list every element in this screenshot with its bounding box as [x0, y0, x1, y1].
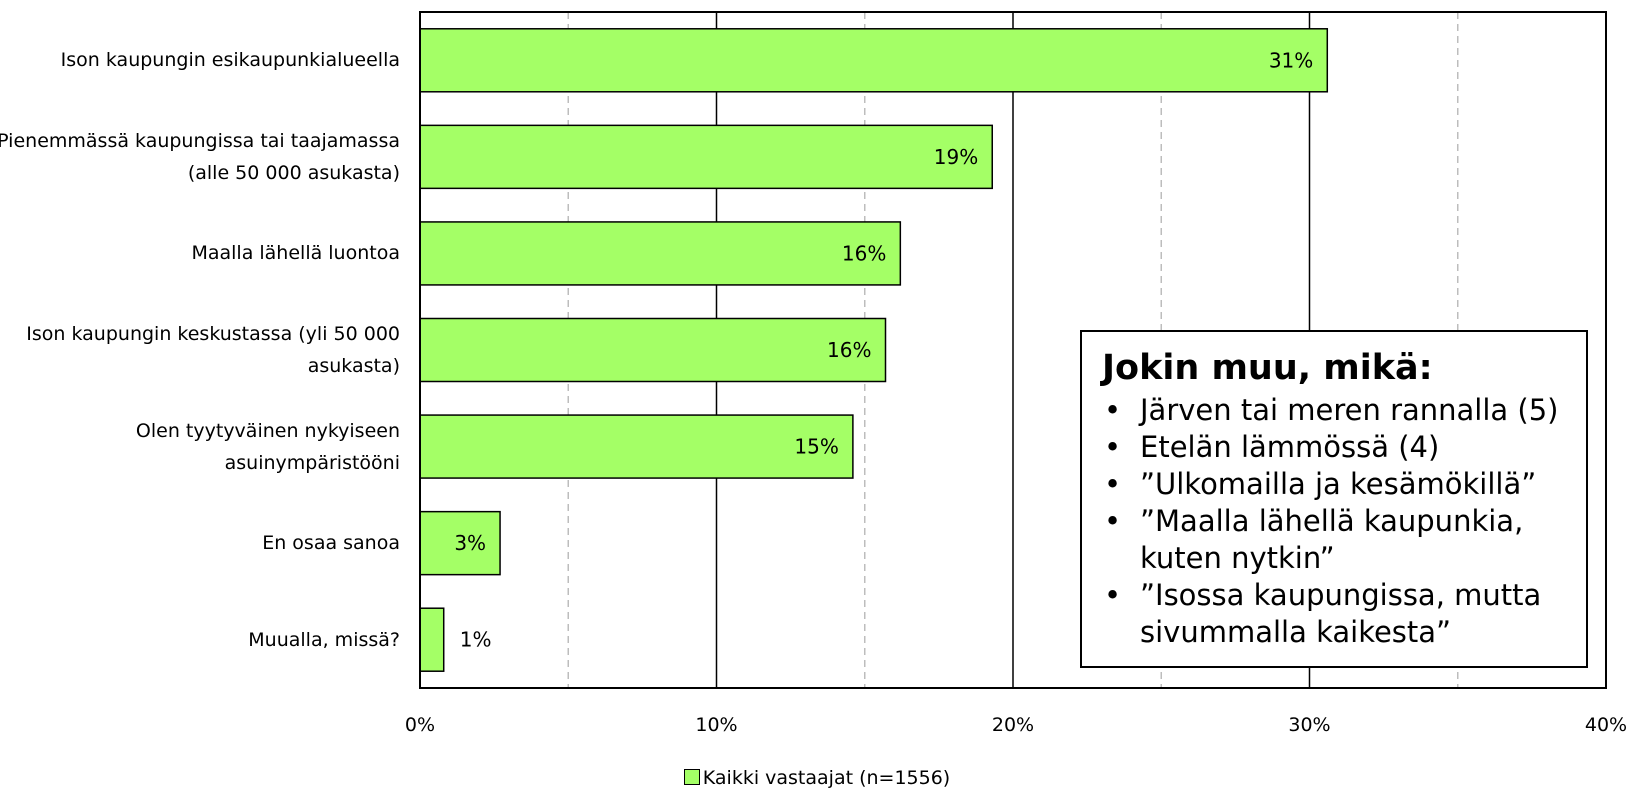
bar-value-label: 15% — [794, 435, 838, 459]
x-tick-label: 30% — [1288, 714, 1330, 736]
category-label: En osaa sanoa — [262, 532, 400, 555]
category-label: Muualla, missä? — [248, 628, 400, 651]
bar-value-label: 16% — [827, 338, 871, 362]
category-label: Ison kaupungin esikaupunkialueella — [60, 49, 400, 72]
other-answers-box: Jokin muu, mikä: Järven tai meren rannal… — [1080, 330, 1588, 668]
bar-value-label: 19% — [934, 145, 978, 169]
x-tick-label: 20% — [992, 714, 1034, 736]
bar-value-label: 3% — [454, 531, 486, 555]
other-answer-item: Järven tai meren rannalla (5) — [1102, 392, 1570, 429]
category-label: Pienemmässä kaupungissa tai taajamassa (… — [0, 129, 400, 184]
bar-value-label: 16% — [842, 241, 886, 265]
other-answers-list: Järven tai meren rannalla (5) Etelän läm… — [1102, 392, 1570, 651]
bar — [419, 28, 1329, 93]
other-answer-item: ”Ulkomailla ja kesämökillä” — [1102, 466, 1570, 503]
other-answer-item: ”Maalla lähellä kaupunkia, kuten nytkin” — [1102, 503, 1570, 577]
bar — [419, 124, 993, 190]
legend-label: Kaikki vastaajat (n=1556) — [702, 767, 951, 789]
x-tick-label: 0% — [405, 714, 435, 736]
bar-value-label: 1% — [460, 628, 492, 652]
legend-swatch — [683, 769, 700, 785]
bar — [419, 510, 501, 576]
bar — [419, 414, 854, 479]
bar — [419, 607, 445, 672]
category-label: Ison kaupungin keskustassa (yli 50 000 a… — [26, 323, 400, 377]
category-label: Maalla lähellä luontoa — [191, 242, 400, 265]
other-answers-title: Jokin muu, mikä: — [1102, 348, 1433, 388]
plot-border — [419, 11, 1607, 689]
x-tick-label: 40% — [1585, 714, 1627, 736]
bar-value-label: 31% — [1269, 48, 1313, 72]
other-answer-item: Etelän lämmössä (4) — [1102, 429, 1570, 466]
other-answer-item: ”Isossa kaupungissa, mutta sivummalla ka… — [1102, 577, 1570, 651]
legend: Kaikki vastaajat (n=1556) — [0, 767, 1634, 789]
bar — [419, 221, 902, 286]
category-label: Olen tyytyväinen nykyiseen asuinympärist… — [135, 419, 400, 474]
bar — [419, 317, 887, 383]
x-tick-label: 10% — [695, 714, 737, 736]
